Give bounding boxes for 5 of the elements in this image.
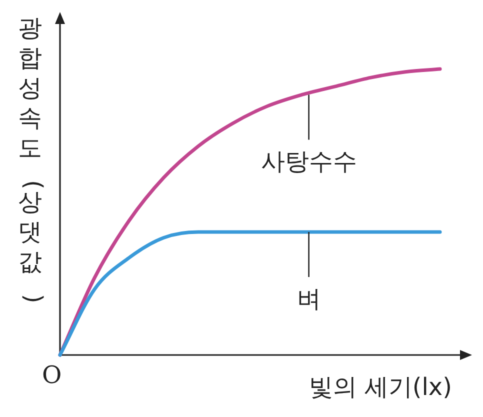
series-label: 사탕수수 [260,148,357,176]
text: O [42,361,62,389]
text: 벼 [296,285,321,314]
text: 광합성 속도(상댓값) [18,14,48,304]
x-axis-title: 빛의 세기(lx) [308,373,452,401]
